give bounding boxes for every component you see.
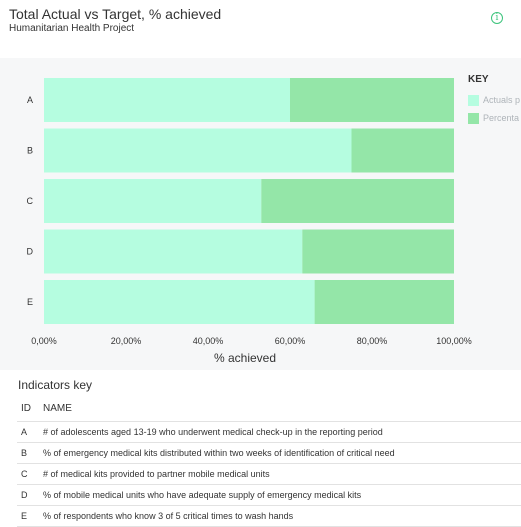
indicator-name: # of adolescents aged 13-19 who underwen… [43,421,521,443]
indicator-id: E [17,505,43,527]
x-tick-label: 20,00% [111,336,142,346]
chart-legend: KEY Actuals p Percenta [468,74,521,127]
bar-actual [44,78,290,122]
table-row: D % of mobile medical units who have ade… [17,484,521,506]
bar-remaining [302,229,454,274]
legend-label: Actuals p [483,95,521,105]
indicators-key: Indicators key ID NAME A # of adolescent… [0,370,521,527]
chart-subtitle: Humanitarian Health Project [9,23,135,34]
y-tick-label: C [27,196,34,206]
table-row: A # of adolescents aged 13-19 who underw… [17,421,521,443]
bar-actual [44,280,315,324]
column-header-id: ID [17,397,43,422]
indicators-table: ID NAME A # of adolescents aged 13-19 wh… [17,397,521,527]
indicator-name: % of mobile medical units who have adequ… [43,484,521,506]
legend-label: Percenta [483,113,520,123]
bar-remaining [261,179,454,223]
bar-remaining [290,78,454,122]
indicator-id: D [17,484,43,506]
table-row: E % of respondents who know 3 of 5 criti… [17,505,521,527]
table-row: C # of medical kits provided to partner … [17,463,521,485]
indicator-name: % of respondents who know 3 of 5 critica… [43,505,521,527]
indicator-id: A [17,421,43,443]
stacked-bar-chart: A B C D E 0,00% 20,00% 40,00% 60,00% 80,00% 100,00… [27,78,472,365]
y-tick-label: E [27,297,33,307]
table-row: B % of emergency medical kits distribute… [17,442,521,464]
bar-remaining [314,280,454,324]
legend-swatch [468,112,479,124]
bar-actual [44,229,303,274]
bar-remaining [351,128,454,173]
indicator-id: B [17,442,43,464]
x-axis-label: % achieved [214,351,276,365]
y-tick-label: A [27,95,33,105]
indicators-key-heading: Indicators key [18,378,93,392]
info-icon[interactable]: i [491,12,503,24]
legend-title: KEY [468,74,489,85]
table-header-row: ID NAME [17,397,521,422]
legend-item-percentage[interactable]: Percenta [468,109,521,127]
indicator-id: C [17,463,43,485]
indicator-name: # of medical kits provided to partner mo… [43,463,521,485]
chart-header: Total Actual vs Target, % achieved Human… [0,0,521,58]
legend-item-actuals[interactable]: Actuals p [468,91,521,109]
x-tick-label: 80,00% [357,336,388,346]
x-tick-label: 100,00% [436,336,472,346]
legend-swatch [468,94,479,106]
chart-title: Total Actual vs Target, % achieved [9,6,222,22]
bar-actual [44,128,352,173]
x-tick-label: 0,00% [31,336,57,346]
x-tick-label: 40,00% [193,336,224,346]
y-tick-label: B [27,146,33,156]
x-tick-label: 60,00% [275,336,306,346]
bar-actual [44,179,262,223]
indicator-name: % of emergency medical kits distributed … [43,442,521,464]
column-header-name: NAME [43,397,521,422]
y-tick-label: D [27,247,34,257]
